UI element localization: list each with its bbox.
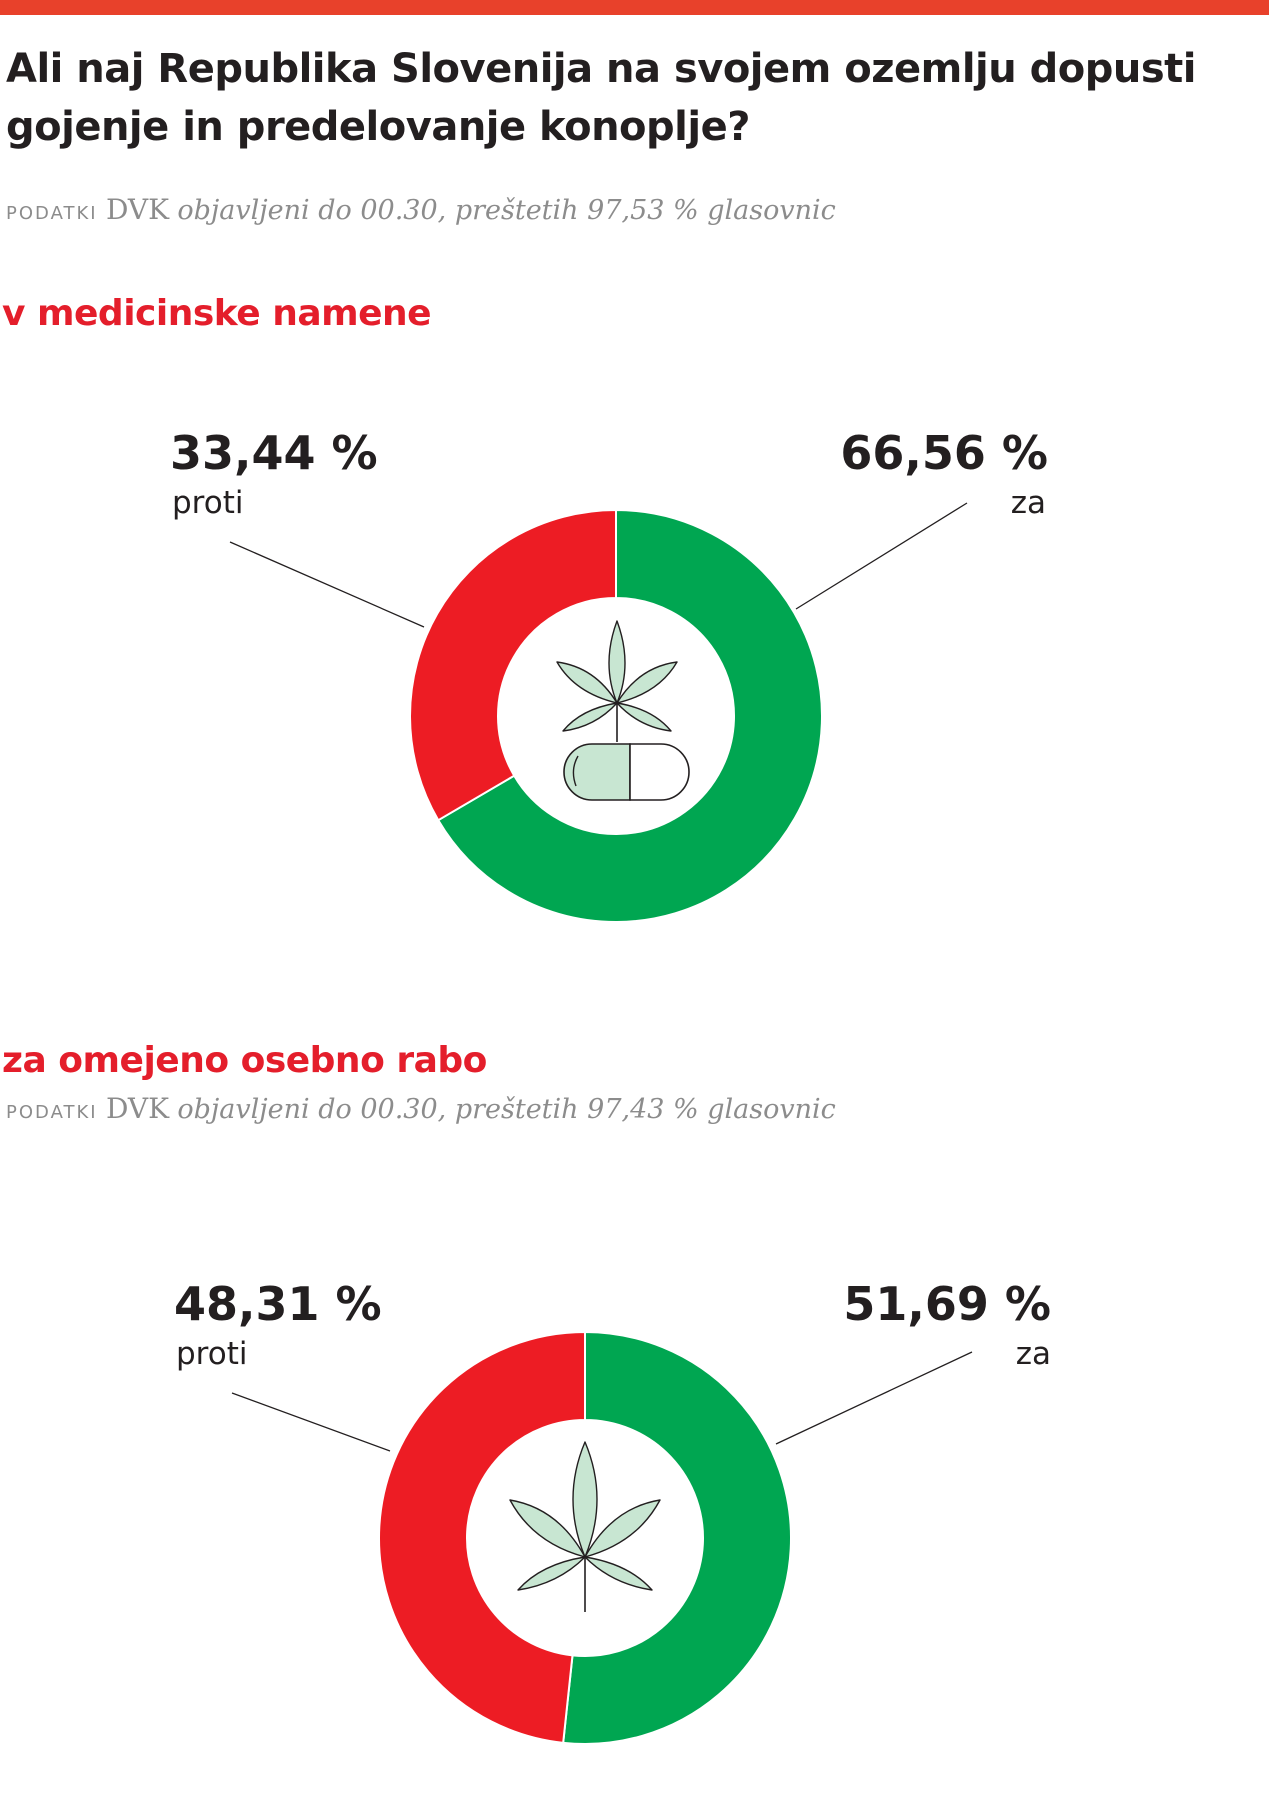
- source-note: objavljeni do 00.30, preštetih 97,53 % g…: [177, 195, 836, 226]
- donut-chart-personal: 51,69 % za 48,31 % proti: [174, 1277, 1051, 1745]
- donut-slice-proti: [409, 508, 617, 822]
- leader-line-za: [775, 1351, 973, 1445]
- category-label-proti: proti: [176, 1336, 247, 1372]
- cannabis-leaf-capsule-icon: [556, 620, 690, 801]
- page-title: Ali naj Republika Slovenija na svojem oz…: [6, 46, 1197, 150]
- section-title-personal: za omejeno osebno rabo: [2, 1040, 487, 1081]
- data-source-line: PODATKI DVK objavljeni do 00.30, preštet…: [6, 193, 836, 227]
- source-org: DVK: [105, 193, 170, 226]
- source-label: PODATKI: [6, 1102, 98, 1123]
- donut-slice-proti: [378, 1330, 586, 1744]
- value-label-za: 51,69 %: [843, 1277, 1051, 1331]
- data-source-line: PODATKI DVK objavljeni do 00.30, preštet…: [6, 1092, 836, 1126]
- section-title-medical: v medicinske namene: [2, 293, 432, 334]
- value-label-proti: 48,31 %: [174, 1277, 382, 1331]
- donut-chart-medical: 66,56 % za 33,44 % proti: [170, 426, 1048, 923]
- value-label-proti: 33,44 %: [170, 426, 378, 480]
- source-org: DVK: [105, 1092, 170, 1125]
- donut-slice-za: [562, 1330, 792, 1745]
- source-label: PODATKI: [6, 203, 98, 224]
- source-note: objavljeni do 00.30, preštetih 97,43 % g…: [177, 1094, 836, 1125]
- category-label-proti: proti: [172, 485, 243, 521]
- cannabis-leaf-icon: [509, 1441, 661, 1612]
- category-label-za: za: [1011, 485, 1046, 521]
- leader-line-za: [795, 502, 968, 610]
- value-label-za: 66,56 %: [840, 426, 1048, 480]
- leader-line-proti: [231, 1392, 391, 1452]
- category-label-za: za: [1016, 1336, 1051, 1372]
- top-accent-bar: [0, 0, 1269, 15]
- donut-slice-za: [436, 508, 823, 923]
- leader-line-proti: [229, 541, 425, 628]
